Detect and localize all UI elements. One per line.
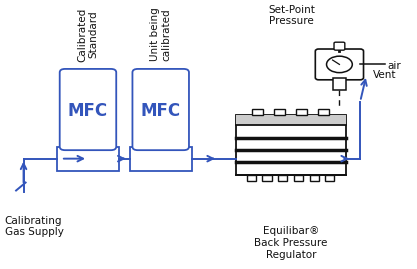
Text: Set-Point
Pressure: Set-Point Pressure — [268, 5, 315, 26]
Bar — [333, 78, 346, 90]
FancyBboxPatch shape — [133, 69, 189, 150]
Bar — [247, 175, 256, 181]
Text: air: air — [387, 61, 401, 71]
Circle shape — [327, 56, 352, 73]
FancyBboxPatch shape — [60, 69, 116, 150]
Text: Equilibar®
Back Pressure
Regulator: Equilibar® Back Pressure Regulator — [254, 226, 327, 260]
Bar — [130, 147, 192, 171]
Bar — [325, 175, 334, 181]
Bar — [318, 109, 329, 115]
Bar — [309, 175, 319, 181]
Text: MFC: MFC — [141, 102, 181, 120]
Text: MFC: MFC — [68, 102, 108, 120]
Bar — [296, 109, 307, 115]
Text: Unit being
calibrated: Unit being calibrated — [150, 7, 171, 61]
FancyBboxPatch shape — [315, 49, 364, 80]
Bar — [262, 175, 271, 181]
Text: Vent: Vent — [373, 70, 396, 80]
Bar — [57, 147, 119, 171]
Bar — [236, 115, 346, 125]
Bar — [294, 175, 303, 181]
Bar — [252, 109, 264, 115]
Bar — [278, 175, 287, 181]
Text: Calibrating
Gas Supply: Calibrating Gas Supply — [5, 216, 64, 237]
Bar — [236, 115, 346, 175]
Text: Calibrated
Standard: Calibrated Standard — [77, 7, 99, 62]
Bar — [274, 109, 285, 115]
FancyBboxPatch shape — [334, 42, 345, 50]
